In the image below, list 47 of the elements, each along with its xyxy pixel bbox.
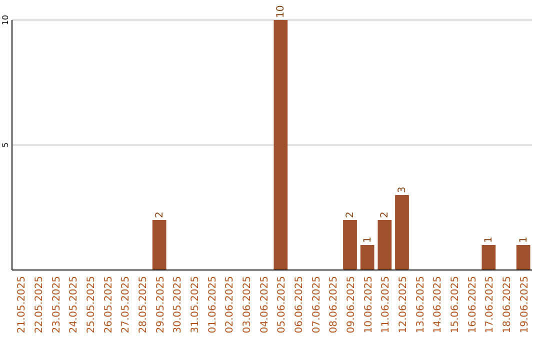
- x-tick-label: 17.06.2025: [484, 276, 496, 334]
- data-label: 3: [397, 186, 408, 193]
- x-tick-label: 15.06.2025: [450, 276, 461, 334]
- bar: [516, 245, 530, 270]
- x-tick-label: 03.06.2025: [242, 276, 253, 334]
- bar: [274, 20, 288, 270]
- x-tick-label: 31.05.2025: [190, 276, 201, 334]
- data-label: 2: [154, 212, 166, 218]
- x-tick-label: 21.05.2025: [16, 276, 28, 334]
- x-tick-label: 05.06.2025: [276, 276, 288, 334]
- data-label: 10: [276, 5, 287, 18]
- x-tick-label: 14.06.2025: [432, 276, 444, 334]
- x-tick-label: 09.06.2025: [346, 276, 357, 334]
- data-label: 2: [345, 212, 356, 218]
- x-tick-label: 18.06.2025: [502, 276, 513, 334]
- x-tick-label: 13.06.2025: [415, 276, 426, 334]
- x-tick-label: 27.05.2025: [120, 276, 132, 334]
- bar: [378, 220, 392, 270]
- data-label: 2: [380, 212, 391, 218]
- x-tick-label: 04.06.2025: [259, 276, 270, 334]
- x-tick-label: 23.05.2025: [51, 276, 62, 334]
- x-tick-label: 22.05.2025: [34, 276, 45, 334]
- x-tick-label: 10.06.2025: [363, 276, 374, 334]
- x-tick-label: 16.06.2025: [467, 276, 478, 334]
- bar: [152, 220, 166, 270]
- data-label: 1: [362, 236, 374, 243]
- data-label: 1: [518, 236, 530, 243]
- x-tick-label: 25.05.2025: [86, 276, 97, 334]
- x-tick-label: 26.05.2025: [103, 276, 114, 334]
- x-tick-label: 28.05.2025: [138, 276, 149, 334]
- x-tick-label: 07.06.2025: [311, 276, 322, 334]
- data-label: 1: [484, 236, 495, 243]
- x-tick-label: 30.05.2025: [172, 276, 184, 334]
- bar: [395, 195, 409, 270]
- bar: [482, 245, 496, 270]
- x-tick-label: 01.06.2025: [207, 276, 218, 334]
- bar: [360, 245, 374, 270]
- bar: [343, 220, 357, 270]
- x-tick-label: 02.06.2025: [224, 276, 236, 334]
- x-tick-label: 24.05.2025: [68, 276, 80, 334]
- y-tick-label: 5: [1, 142, 10, 148]
- x-tick-label: 29.05.2025: [155, 276, 166, 334]
- x-tick-label: 06.06.2025: [294, 276, 305, 334]
- x-tick-label: 19.06.2025: [519, 276, 530, 334]
- x-tick-label: 12.06.2025: [398, 276, 409, 334]
- x-tick-label: 08.06.2025: [328, 276, 340, 334]
- x-tick-label: 11.06.2025: [380, 276, 392, 334]
